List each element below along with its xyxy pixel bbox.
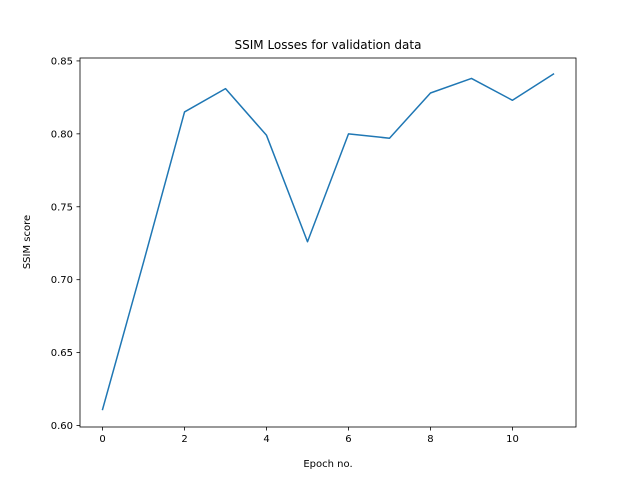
x-axis-label: Epoch no. — [303, 459, 352, 470]
y-tick-label: 0.80 — [51, 129, 73, 140]
plot-area: 0 2 4 6 8 10 0.60 0.65 0.70 0.75 0.80 0.85 — [51, 56, 577, 445]
x-tick-label: 0 — [99, 434, 105, 445]
x-tick-label: 2 — [181, 434, 187, 445]
series-line-0 — [101, 73, 555, 411]
y-tick-label: 0.65 — [51, 348, 73, 359]
y-tick-label: 0.60 — [51, 421, 73, 432]
y-axis-label: SSIM score — [22, 215, 33, 269]
x-tick-label: 4 — [263, 434, 269, 445]
y-tick-label: 0.70 — [51, 275, 73, 286]
y-tick-label: 0.75 — [51, 202, 73, 213]
x-tick-label: 8 — [427, 434, 433, 445]
x-tick-label: 6 — [345, 434, 351, 445]
x-tick-label: 10 — [506, 434, 519, 445]
axes-frame — [79, 57, 577, 428]
y-tick-label: 0.85 — [51, 56, 73, 67]
chart-title: SSIM Losses for validation data — [235, 38, 422, 52]
